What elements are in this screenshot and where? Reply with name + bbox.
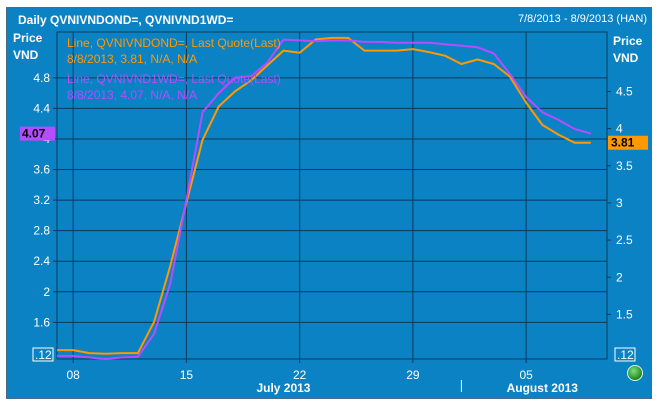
left-tick-label: 2.8	[33, 224, 50, 238]
left-tick-label: 4.8	[33, 71, 50, 85]
date-range: 7/8/2013 - 8/9/2013 (HAN)	[517, 13, 647, 25]
left-edge-label: .12	[35, 348, 52, 362]
legend-entry-value: 8/8/2013, 3.81, N/A, N/A	[67, 52, 197, 66]
price-chart: 1.622.42.83.23.644.44.81.522.533.544.5Pr…	[13, 31, 648, 395]
x-tick-label: 22	[293, 368, 307, 382]
green-circle-icon[interactable]	[627, 365, 643, 381]
left-tick-label: 3.2	[33, 193, 50, 207]
right-tick-label: 3.5	[616, 159, 633, 173]
x-tick-label: 15	[180, 368, 194, 382]
right-edge-label: .12	[617, 348, 634, 362]
left-tick-label: 2.4	[33, 254, 50, 268]
left-edge-box	[32, 347, 54, 362]
left-tick-label: 4.4	[33, 101, 50, 115]
chart-panel: 1.622.42.83.23.644.44.81.522.533.544.5Pr…	[6, 7, 652, 399]
left-tick-label: 3.6	[33, 163, 50, 177]
x-tick-label: 05	[519, 368, 533, 382]
right-axis-title: Price	[613, 34, 643, 48]
left-axis-title: Price	[13, 31, 43, 45]
right-tick-label: 1.5	[616, 307, 633, 321]
chart-title: Daily QVNIVNDOND=, QVNIVND1WD=	[18, 13, 234, 27]
right-last-value: 3.81	[611, 136, 635, 150]
right-tick-label: 4.5	[616, 84, 633, 98]
x-tick-label: 29	[406, 368, 420, 382]
right-tick-label: 4	[616, 122, 623, 136]
right-axis-title: VND	[613, 51, 639, 65]
right-tick-label: 3	[616, 196, 623, 210]
legend-entry: Line, QVNIVNDOND=, Last Quote(Last)	[67, 36, 281, 50]
left-tick-label: 2	[43, 285, 50, 299]
right-edge-box	[614, 347, 636, 362]
series-line	[57, 36, 591, 355]
left-axis-title: VND	[13, 48, 39, 62]
right-tick-label: 2	[616, 270, 623, 284]
left-last-value: 4.07	[22, 127, 46, 141]
x-tick-label: 08	[66, 368, 80, 382]
month-label: July 2013	[256, 381, 310, 395]
month-label: August 2013	[507, 381, 579, 395]
left-tick-label: 1.6	[33, 315, 50, 329]
series-line	[57, 38, 592, 360]
left-last-value-flag	[20, 126, 55, 141]
right-tick-label: 2.5	[616, 233, 633, 247]
legend-entry: Line, QVNIVND1WD=, Last Quote(Last)	[67, 72, 281, 86]
right-last-value-flag	[608, 135, 648, 150]
legend-entry-value: 8/8/2013, 4.07, N/A, N/A	[67, 88, 197, 102]
